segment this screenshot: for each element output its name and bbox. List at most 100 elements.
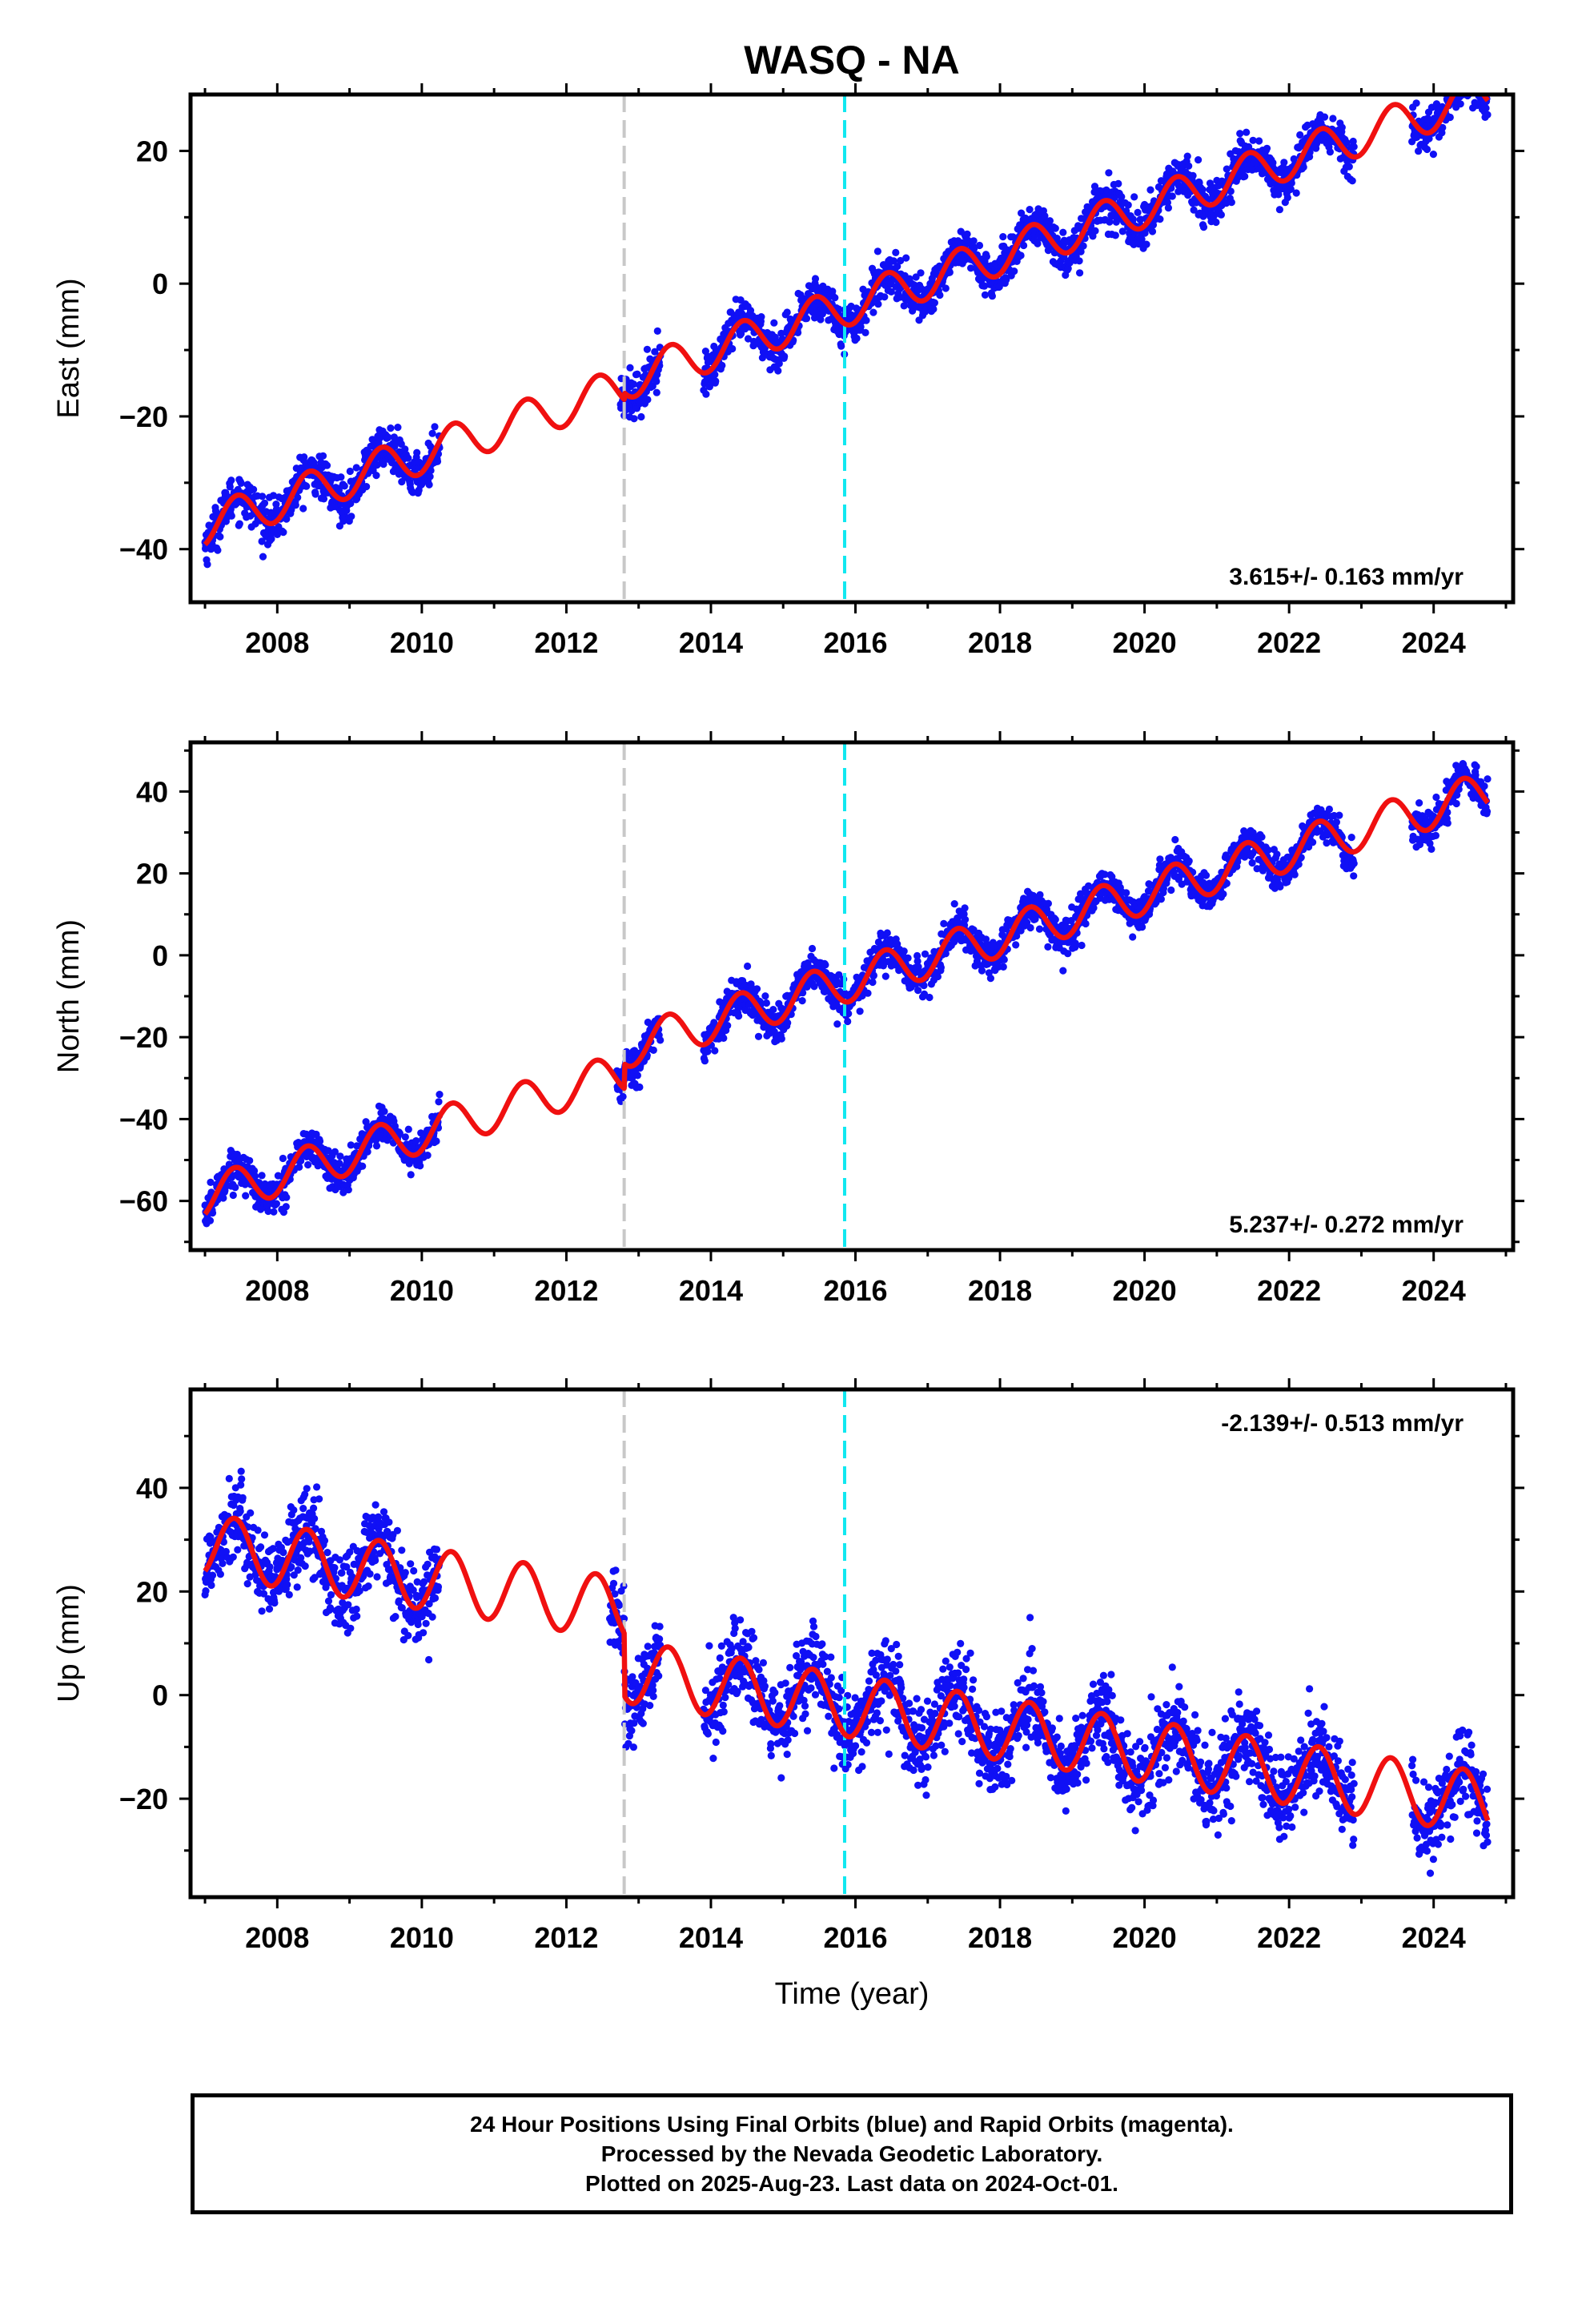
east-data-point [1476, 83, 1483, 90]
north-data-point [1138, 923, 1146, 931]
north-data-point [1350, 859, 1358, 867]
east-data-point [1474, 76, 1481, 83]
east-data-point [1320, 113, 1329, 121]
east-data-point [291, 501, 299, 509]
east-data-point [258, 537, 266, 545]
north-data-point [844, 1017, 852, 1026]
east-data-point [398, 478, 406, 486]
north-data-point [883, 929, 891, 937]
north-data-point [283, 1193, 291, 1201]
east-data-point [397, 440, 405, 448]
east-data-point [637, 412, 645, 421]
east-data-point [1077, 247, 1085, 255]
east-data-point [1456, 67, 1463, 74]
north-data-point [926, 993, 934, 1002]
north-data-point [416, 1162, 424, 1170]
east-data-point [869, 308, 877, 316]
x-tick-label: 2012 [534, 626, 598, 659]
north-data-point [914, 987, 922, 995]
east-frame [188, 92, 1516, 605]
east-data-point [237, 479, 245, 488]
north-data-point [272, 1200, 280, 1208]
east-data-point [1142, 240, 1150, 248]
east-data-point [1044, 247, 1052, 255]
east-data-point [379, 460, 387, 468]
north-data-point [754, 1032, 763, 1040]
east-data-point [1079, 242, 1087, 250]
north-data-point [636, 1083, 644, 1092]
east-data-point [1473, 78, 1480, 85]
east-data-point [1454, 80, 1461, 87]
north-data-point [808, 944, 817, 953]
x-tick-label: 2018 [968, 626, 1032, 659]
east-data-point [1156, 215, 1164, 223]
north-data-point [359, 1162, 367, 1170]
east-data-point [718, 361, 726, 369]
east-data-point [1482, 104, 1490, 112]
north-data-point [1347, 834, 1355, 842]
east-data-point [1236, 130, 1244, 138]
east-data-point [783, 308, 791, 316]
north-data-point [777, 1035, 785, 1043]
north-data-point [950, 900, 958, 908]
north-data-point [798, 997, 806, 1005]
east-plot-area [201, 67, 1492, 602]
east-data-point [1459, 69, 1466, 76]
east-data-point [930, 299, 938, 307]
east-data-point [770, 319, 778, 327]
east-data-point [227, 476, 235, 485]
east-data-point [1124, 201, 1132, 209]
east-data-point [404, 454, 412, 462]
x-tick-label: 2024 [1402, 626, 1466, 659]
north-data-point [1044, 943, 1052, 951]
east-data-point [1472, 86, 1479, 93]
east-data-point [1429, 151, 1437, 159]
east-data-point [1460, 78, 1468, 86]
east-data-point [372, 472, 380, 480]
east-data-point [1034, 239, 1042, 247]
east-data-point [1018, 209, 1026, 217]
east-data-point [1091, 227, 1099, 235]
north-data-point [258, 1172, 266, 1180]
east-data-point [1469, 79, 1476, 86]
north-data-point [1350, 872, 1358, 880]
east-data-point [1465, 84, 1472, 91]
east-data-point [319, 452, 327, 460]
east-data-point [300, 453, 308, 461]
east-data-point [646, 355, 654, 363]
north-data-point [407, 1171, 415, 1179]
east-data-point [1296, 131, 1304, 139]
east-data-point [1195, 156, 1203, 164]
east-data-point [294, 493, 302, 501]
east-data-point [963, 230, 971, 238]
east-data-point [811, 275, 820, 283]
east-data-point [1174, 187, 1182, 195]
north-data-point [962, 915, 970, 923]
east-data-point [1461, 75, 1468, 82]
north-data-point [336, 1152, 344, 1160]
east-data-point [1472, 70, 1480, 78]
east-data-point [1026, 206, 1034, 214]
north-data-point [404, 1125, 412, 1133]
east-data-point [1255, 137, 1263, 145]
north-data-point [881, 972, 889, 980]
east-data-point [352, 464, 360, 472]
north-data-point [633, 1072, 642, 1080]
east-data-point [861, 328, 869, 336]
east-data-point [900, 302, 908, 310]
east-data-point [426, 472, 434, 480]
east-data-point [702, 390, 710, 398]
east-data-point [975, 241, 984, 250]
east-data-point [889, 257, 897, 265]
east-data-point [1470, 84, 1477, 91]
figure-title: WASQ - NA [744, 38, 959, 82]
north-data-point [1332, 818, 1340, 826]
east-data-point [311, 490, 319, 498]
east-data-point [946, 268, 954, 276]
east-data-point [837, 342, 845, 350]
east-data-point [1164, 204, 1172, 212]
north-data-point [619, 1092, 627, 1100]
north-data-point [656, 1036, 665, 1044]
east-data-point [250, 485, 258, 493]
east-data-point [1106, 218, 1114, 226]
